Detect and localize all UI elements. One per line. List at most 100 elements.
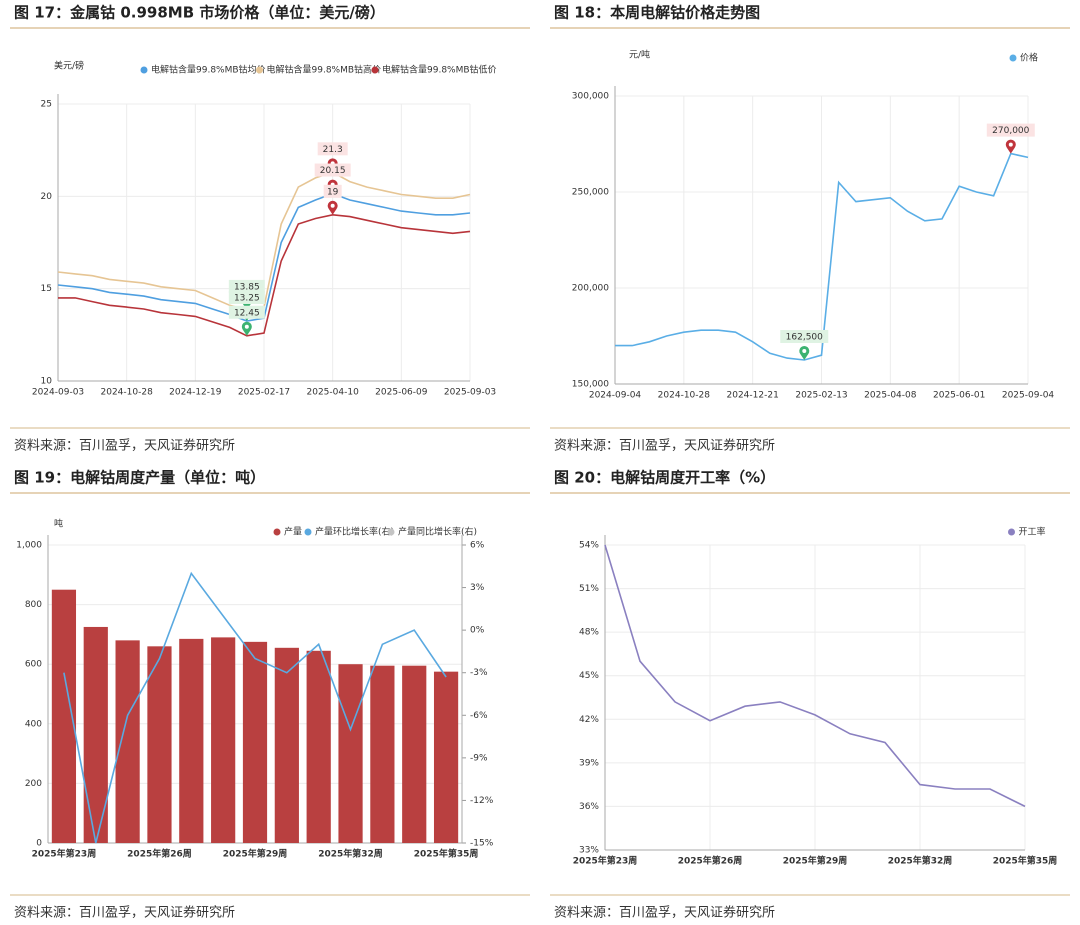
marker-label: 13.25 — [234, 293, 260, 303]
marker-label-bg — [317, 142, 348, 156]
bar — [179, 638, 204, 843]
y-tick-label: 150,000 — [572, 380, 609, 390]
y-tick-label: 400 — [25, 719, 42, 729]
y2-tick-label: 6% — [470, 541, 485, 551]
y2-tick-label: 0% — [470, 626, 485, 636]
y2-tick-label: 3% — [470, 583, 485, 593]
series-line — [615, 152, 1029, 361]
x-tick-label: 2024-12-21 — [727, 391, 779, 401]
y-unit: 吨 — [54, 518, 63, 530]
series-line — [63, 571, 447, 844]
figure-title: 图 18：本周电解钴价格走势图 — [554, 4, 760, 22]
y-tick-label: 42% — [579, 715, 599, 725]
x-tick-label: 2024-12-19 — [169, 388, 222, 398]
bar — [306, 650, 331, 843]
y-tick-label: 10 — [41, 377, 53, 387]
marker-label-bg — [323, 184, 342, 198]
source: 资料来源：百川盈孚，天风证券研究所 — [554, 438, 775, 454]
x-tick-label: 2025-04-10 — [307, 388, 360, 398]
y-tick-label: 36% — [579, 802, 599, 812]
x-tick-label: 2025-09-03 — [444, 388, 496, 398]
y2-tick-label: -15% — [470, 839, 494, 849]
marker-label: 270,000 — [992, 126, 1029, 136]
y-tick-label: 1,000 — [16, 541, 42, 551]
x-tick-label: 2025-02-17 — [238, 388, 290, 398]
y-tick-label: 600 — [25, 660, 42, 670]
x-tick-label: 2025年第29周 — [783, 855, 848, 867]
x-tick-label: 2025-06-09 — [375, 388, 428, 398]
y-tick-label: 20 — [41, 192, 53, 202]
y-tick-label: 39% — [579, 758, 599, 768]
marker-label: 19 — [327, 187, 339, 197]
legend-label: 电解钴含量99.8%MB钴低价 — [382, 64, 497, 76]
marker-label-bg — [314, 163, 351, 177]
x-tick-label: 2024-09-04 — [589, 391, 642, 401]
y2-tick-label: -3% — [470, 668, 488, 678]
marker-label-bg — [228, 305, 265, 319]
x-tick-label: 2025年第32周 — [318, 848, 383, 860]
source: 资料来源：百川盈孚，天风证券研究所 — [14, 438, 235, 454]
bar — [115, 640, 140, 843]
x-tick-label: 2025年第35周 — [993, 855, 1058, 867]
marker-label: 162,500 — [786, 333, 823, 343]
y-tick-label: 48% — [579, 628, 599, 638]
y-tick-label: 200 — [25, 779, 42, 789]
bar — [402, 665, 427, 843]
marker-label-bg — [228, 290, 265, 304]
bar — [338, 664, 363, 843]
bar — [274, 647, 299, 843]
y-tick-label: 0 — [36, 839, 42, 849]
legend-swatch — [140, 66, 148, 74]
bar — [242, 641, 268, 843]
figure-title: 图 17：金属钴 0.998MB 市场价格（单位：美元/磅） — [14, 4, 385, 22]
x-tick-label: 2025年第35周 — [414, 848, 479, 860]
y2-tick-label: -6% — [470, 711, 488, 721]
marker-label-bg — [780, 330, 829, 343]
x-tick-label: 2025-04-08 — [864, 391, 917, 401]
legend-label: 产量环比增长率(右) — [315, 526, 394, 538]
legend-label: 产量 — [284, 526, 302, 538]
marker-label: 21.3 — [323, 145, 343, 155]
legend-label: 开工率 — [1019, 526, 1046, 538]
bar — [370, 665, 395, 843]
source: 资料来源：百川盈孚，天风证券研究所 — [554, 905, 775, 921]
marker-pin — [327, 200, 338, 215]
y-tick-label: 54% — [579, 541, 599, 551]
marker-label: 13.85 — [234, 282, 260, 292]
y-tick-label: 800 — [25, 600, 42, 610]
marker-pin — [1005, 139, 1016, 154]
x-tick-label: 2025年第32周 — [888, 855, 953, 867]
legend-label: 价格 — [1020, 52, 1038, 64]
x-tick-label: 2025年第23周 — [32, 848, 97, 860]
x-tick-label: 2025年第29周 — [223, 848, 288, 860]
legend-swatch — [1009, 54, 1017, 62]
marker-dot — [802, 349, 807, 353]
bar — [211, 637, 236, 843]
marker-label: 20.15 — [320, 166, 346, 176]
marker-label-bg — [228, 279, 265, 293]
marker-dot — [1008, 142, 1013, 147]
marker-dot — [244, 324, 249, 329]
x-tick-label: 2025年第23周 — [573, 855, 638, 867]
legend-label: 电解钴含量99.8%MB钴高价 — [267, 64, 382, 76]
marker-label-bg — [986, 123, 1035, 137]
y-unit: 元/吨 — [629, 49, 650, 61]
y-tick-label: 51% — [579, 584, 599, 594]
series-line — [604, 544, 1026, 808]
y-tick-label: 300,000 — [572, 92, 609, 102]
x-tick-label: 2025-02-13 — [795, 391, 847, 401]
y-tick-label: 200,000 — [572, 284, 609, 294]
y-tick-label: 250,000 — [572, 188, 609, 198]
legend-swatch — [304, 528, 312, 536]
y-tick-label: 15 — [41, 284, 52, 294]
legend-swatch — [1008, 528, 1015, 536]
bar — [433, 671, 459, 843]
y2-tick-label: -9% — [470, 753, 488, 763]
x-tick-label: 2025-06-01 — [933, 391, 985, 401]
source: 资料来源：百川盈孚，天风证券研究所 — [14, 905, 235, 921]
figure-title: 图 20：电解钴周度开工率（%） — [554, 469, 775, 487]
x-tick-label: 2025-09-04 — [1002, 391, 1055, 401]
y2-tick-label: -12% — [470, 796, 494, 806]
x-tick-label: 2024-09-03 — [32, 388, 84, 398]
